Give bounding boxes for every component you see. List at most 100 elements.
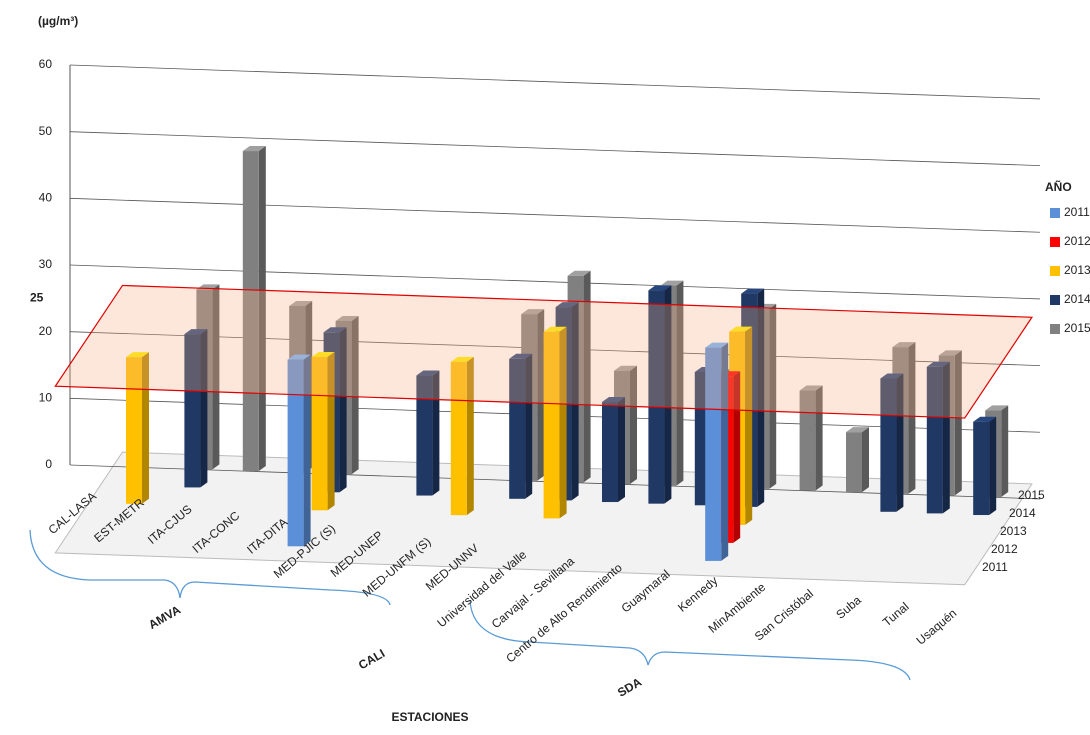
bar-top [892,342,916,348]
bar [242,146,266,472]
x-tick-label: Kennedy [675,574,720,615]
bar-front [242,151,259,472]
y-tick-label: 50 [39,124,53,138]
bar-front [973,421,990,516]
bar-side [989,416,997,516]
x-tick-label: Usaquén [914,606,960,648]
bar-top [323,327,347,333]
bar-top [311,351,335,357]
depth-label: 2011 [982,560,1008,574]
bar-side [896,373,904,512]
bar-front [648,290,665,504]
y-tick-label: 60 [39,57,53,71]
legend-swatch [1050,237,1060,247]
bar-top [660,280,684,286]
legend-label: 2012 [1064,234,1090,248]
brace-amva [29,529,391,606]
y-tick-label: 40 [39,191,53,205]
group-label: CALI [356,646,387,672]
bar-front [602,402,618,503]
bar [543,326,567,519]
bar-side [942,361,950,514]
bar-side [466,356,474,516]
bar [416,370,440,496]
bar-side [200,329,208,488]
legend-title: AÑO [1045,179,1072,194]
depth-label: 2014 [1009,506,1036,520]
bar-side [212,284,220,470]
bar-top [926,361,950,367]
reference-plane [54,284,1034,419]
bar [287,354,311,547]
bar-top [567,270,591,276]
bar-side [954,350,962,496]
bar-top [543,326,567,332]
bar-top [509,353,533,359]
bar-top [614,365,637,371]
x-axis-label: ESTACIONES [391,710,468,724]
bar [184,329,208,488]
bar-top [880,373,904,379]
bar [509,353,533,499]
bar-front [926,366,943,514]
bar-front [416,375,433,496]
x-tick-label: Centro de Alto Rendimiento [503,560,625,665]
depth-label: 2013 [1000,524,1027,538]
group-label: SDA [615,675,644,700]
bar-side [327,351,335,511]
bar-front [880,378,897,512]
bar [973,416,997,516]
bar-top [973,416,997,422]
bar-top [938,350,962,356]
bar-top [741,288,765,294]
reference-label: 25 [30,291,44,305]
bar-top [729,326,753,332]
bar-top [602,397,625,403]
bar [799,385,823,491]
bar-top [555,302,579,308]
bar-front [705,347,722,561]
y-tick-label: 30 [39,257,53,271]
legend-swatch [1050,324,1060,334]
bar-front [287,359,304,547]
grid-line [69,64,1041,100]
bar-side [618,397,625,503]
bar-side [525,353,533,499]
bar-side [769,303,777,489]
bar-front [543,331,560,519]
bar-top [289,301,313,307]
bar [846,427,869,493]
bar-top [242,146,266,152]
bar-side [676,280,684,486]
bar-top [985,405,1009,411]
bar-front [509,358,526,499]
y-tick-label: 0 [45,457,52,471]
bar-top [126,352,149,358]
bar-side [571,302,579,501]
bar-side [745,326,753,525]
bar-side [815,385,823,491]
bar-top [450,356,474,362]
grid-line [69,264,1041,300]
bar-side [908,342,916,494]
bar-side [1001,405,1009,498]
bar-front [846,432,862,493]
bar-top [287,354,311,360]
bar-top [799,385,823,391]
grid-line [69,131,1041,167]
x-tick-label: Suba [833,593,864,622]
bar-side [757,288,765,507]
bar-top [648,285,672,291]
depth-label: 2015 [1018,488,1045,502]
bar-side [721,342,729,561]
bar-side [583,270,591,483]
bar-front [799,390,816,491]
bar-top [416,370,440,376]
bar [880,373,904,512]
brace-sda [469,599,911,681]
bar-side [862,427,869,493]
legend-label: 2014 [1064,292,1090,306]
group-label: AMVA [146,602,183,632]
legend-swatch [1050,208,1060,218]
bar-side [258,146,266,472]
